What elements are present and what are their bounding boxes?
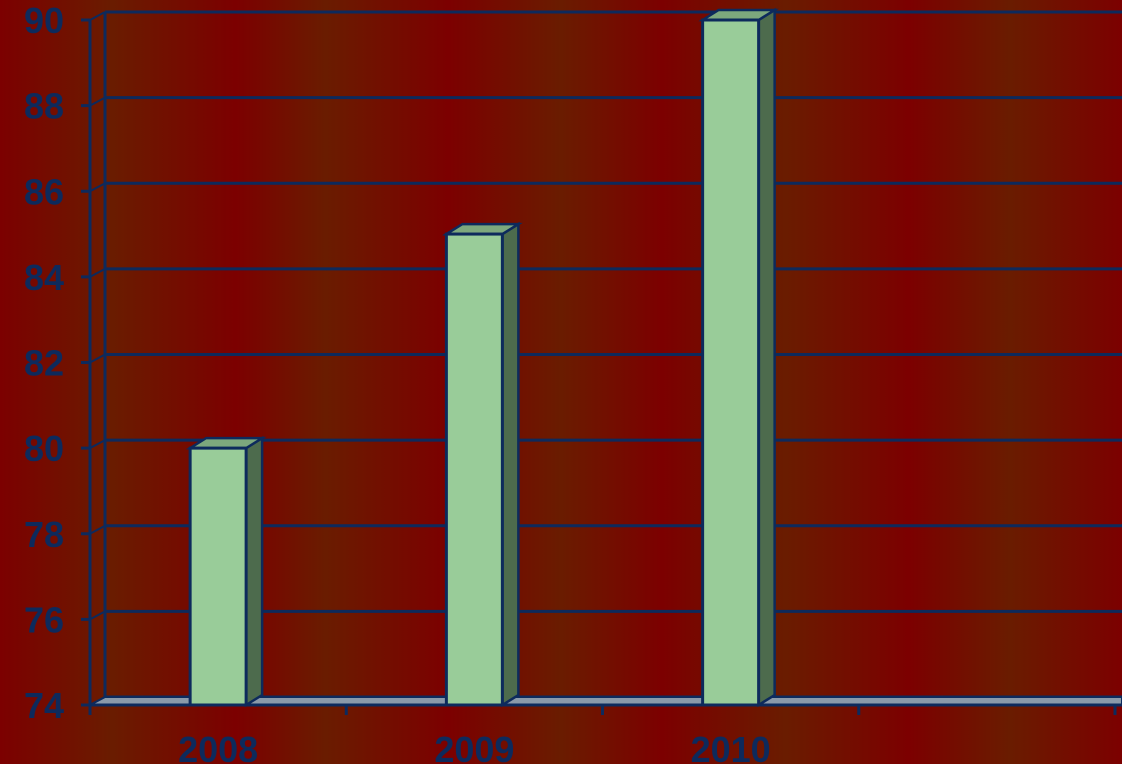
gridline-side-80 [89, 439, 106, 450]
y-tick-label-86: 86 [24, 171, 64, 212]
gridline-side-84 [89, 267, 106, 278]
tick-labels: 74 76 78 80 82 84 86 88 90 2008 2009 2010 [24, 0, 771, 764]
gridlines [89, 10, 1122, 706]
y-tick-label-90: 90 [24, 0, 64, 41]
bar-side-2010 [757, 7, 776, 708]
bar-2010 [698, 7, 779, 708]
gridline-side-88 [89, 96, 106, 107]
bar-side-2009 [501, 221, 520, 708]
y-tick-label-88: 88 [24, 86, 64, 127]
gridline-side-86 [89, 182, 106, 193]
y-tick-label-80: 80 [24, 428, 64, 469]
bar-front-2008 [188, 446, 248, 707]
x-tick-label-2010: 2010 [691, 729, 771, 764]
gridline-side-78 [89, 524, 106, 535]
y-tick-label-76: 76 [24, 599, 64, 640]
bars [185, 7, 779, 708]
bar-front-2009 [444, 232, 504, 707]
bar-2009 [442, 221, 523, 708]
gridline-side-76 [89, 610, 106, 621]
bar-side-2008 [244, 435, 264, 708]
y-tick-label-74: 74 [24, 685, 64, 726]
y-tick-label-84: 84 [24, 257, 64, 298]
y-tick-label-82: 82 [24, 343, 64, 384]
axes [81, 12, 1122, 715]
gridline-side-90 [89, 11, 106, 21]
y-tick-label-78: 78 [24, 514, 64, 555]
gridline-side-82 [89, 353, 106, 364]
bar-2008 [185, 435, 267, 708]
x-tick-label-2009: 2009 [434, 729, 514, 764]
x-tick-label-2008: 2008 [178, 729, 258, 764]
bar-front-2010 [701, 18, 761, 707]
